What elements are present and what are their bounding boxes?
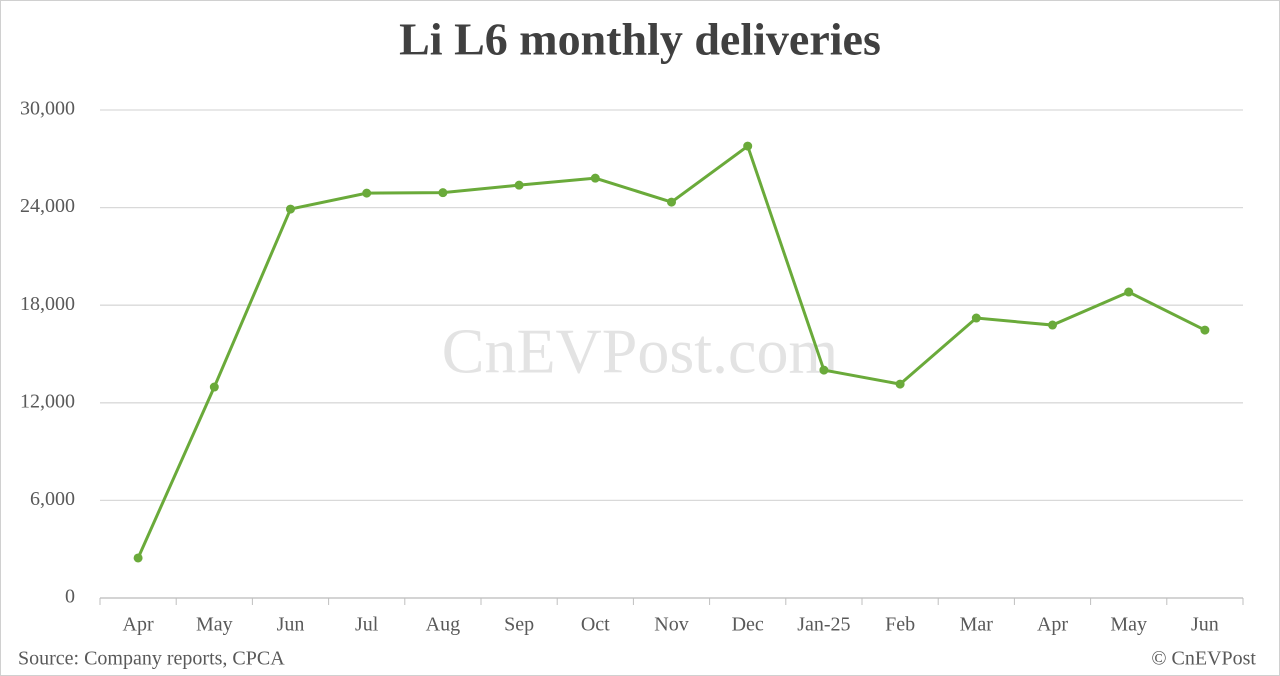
x-tick-label: Nov bbox=[654, 614, 688, 636]
watermark: CnEVPost.com bbox=[442, 316, 838, 387]
x-tick-label: Dec bbox=[732, 614, 764, 636]
point bbox=[971, 313, 981, 323]
point bbox=[743, 141, 753, 151]
x-tick-label: Jun bbox=[277, 614, 305, 636]
point bbox=[895, 379, 905, 389]
point bbox=[667, 197, 676, 207]
y-tick-label: 12,000 bbox=[20, 390, 75, 412]
x-tick-label: May bbox=[196, 614, 233, 636]
point bbox=[438, 188, 448, 198]
point bbox=[362, 188, 372, 198]
x-tick-label: Aug bbox=[426, 614, 460, 636]
point bbox=[514, 180, 524, 190]
x-tick-label: Jan-25 bbox=[797, 614, 850, 636]
point bbox=[286, 204, 295, 214]
y-tick-label: 24,000 bbox=[20, 195, 75, 217]
point bbox=[819, 365, 829, 375]
y-tick-label: 30,000 bbox=[20, 98, 75, 120]
x-tick-label: Jul bbox=[355, 614, 379, 636]
y-tick-label: 6,000 bbox=[30, 488, 75, 510]
x-tick-label: Oct bbox=[581, 614, 610, 636]
x-tick-label: May bbox=[1110, 614, 1147, 636]
copyright: © CnEVPost bbox=[1151, 648, 1256, 670]
point bbox=[209, 382, 219, 392]
point bbox=[1124, 287, 1134, 297]
x-tick-label: Jun bbox=[1191, 614, 1219, 636]
y-tick-label: 18,000 bbox=[20, 293, 75, 315]
point bbox=[1048, 320, 1057, 330]
y-tick-label: 0 bbox=[65, 586, 75, 608]
chart-title: Li L6 monthly deliveries bbox=[399, 14, 881, 65]
x-tick-label: Apr bbox=[1037, 614, 1068, 636]
x-tick-label: Apr bbox=[123, 614, 154, 636]
point bbox=[1200, 325, 1210, 335]
x-tick-label: Mar bbox=[960, 614, 994, 636]
source-note: Source: Company reports, CPCA bbox=[18, 648, 285, 670]
point bbox=[590, 173, 600, 183]
point bbox=[133, 553, 143, 563]
x-tick-label: Feb bbox=[885, 614, 915, 636]
x-tick-label: Sep bbox=[504, 614, 534, 636]
